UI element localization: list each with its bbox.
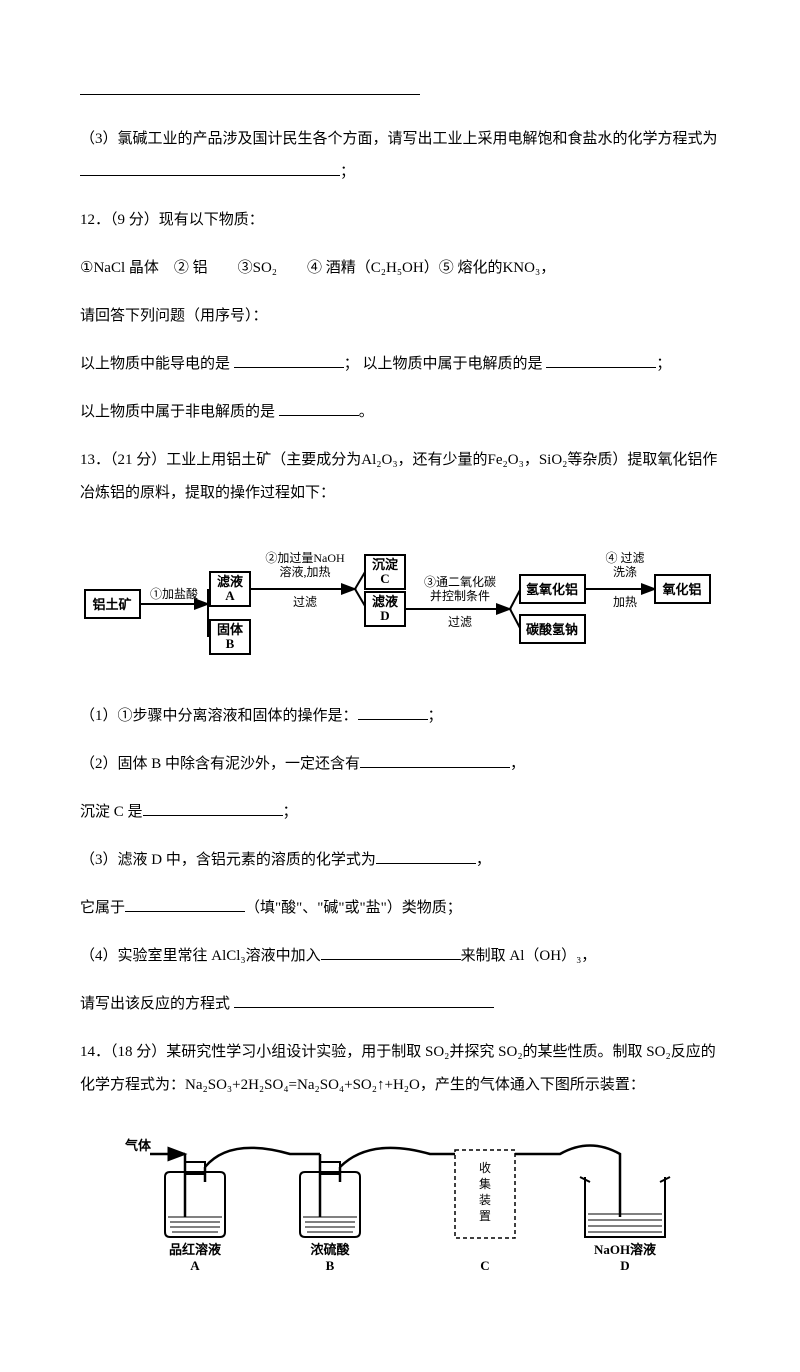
svg-text:C: C: [480, 1258, 489, 1273]
svg-text:浓硫酸: 浓硫酸: [310, 1242, 350, 1257]
q13-p3: （3）滤液 D 中，含铝元素的溶质的化学式为，: [80, 844, 720, 877]
svg-text:碳酸氢钠: 碳酸氢钠: [526, 622, 578, 637]
q13-head: 13．（21 分）工业上用铝土矿（主要成分为Al₂O₃，还有少量的Fe₂O₃，S…: [80, 444, 720, 510]
svg-text:A: A: [190, 1258, 200, 1273]
q13-p3b: 它属于（填"酸"、"碱"或"盐"）类物质；: [80, 892, 720, 925]
q12-a3: 以上物质中属于非电解质的是 。: [80, 396, 720, 429]
svg-text:铝土矿: 铝土矿: [92, 597, 131, 612]
svg-text:①加盐酸: ①加盐酸: [150, 586, 198, 601]
svg-text:NaOH溶液: NaOH溶液: [594, 1242, 656, 1257]
svg-text:洗涤: 洗涤: [613, 565, 637, 579]
svg-text:过滤: 过滤: [448, 615, 472, 629]
svg-text:②加过量NaOH: ②加过量NaOH: [265, 551, 345, 565]
q12-head: 12．（9 分）现有以下物质：: [80, 204, 720, 237]
svg-text:B: B: [226, 636, 235, 651]
q14-head: 14．（18 分）某研究性学习小组设计实验，用于制取 SO₂并探究 SO₂的某些…: [80, 1036, 720, 1102]
svg-text:氧化铝: 氧化铝: [661, 582, 701, 597]
svg-text:滤液: 滤液: [372, 594, 398, 609]
svg-text:加热: 加热: [613, 595, 637, 609]
svg-text:品红溶液: 品红溶液: [169, 1242, 221, 1257]
svg-text:过滤: 过滤: [293, 595, 317, 609]
svg-text:固体: 固体: [217, 622, 244, 637]
q13-p4b: 请写出该反应的方程式: [80, 988, 720, 1021]
svg-text:滤液: 滤液: [217, 574, 243, 589]
svg-text:并控制条件: 并控制条件: [430, 589, 490, 603]
svg-text:置: 置: [479, 1209, 491, 1223]
q13-p4: （4）实验室里常往 AlCl₃溶液中加入来制取 Al（OH）₃，: [80, 940, 720, 973]
svg-text:装: 装: [479, 1193, 491, 1207]
svg-text:C: C: [380, 571, 389, 586]
svg-text:B: B: [326, 1258, 335, 1273]
q13-p2b: 沉淀 C 是；: [80, 796, 720, 829]
q11-part3: （3）氯碱工业的产品涉及国计民生各个方面，请写出工业上采用电解饱和食盐水的化学方…: [80, 123, 720, 189]
svg-text:收: 收: [479, 1161, 491, 1175]
q12-a1: 以上物质中能导电的是 ； 以上物质中属于电解质的是 ；: [80, 348, 720, 381]
q13-p1: （1）①步骤中分离溶液和固体的操作是：；: [80, 700, 720, 733]
svg-text:④ 过滤: ④ 过滤: [605, 551, 644, 565]
svg-text:A: A: [225, 588, 235, 603]
svg-text:D: D: [620, 1258, 629, 1273]
svg-text:沉淀: 沉淀: [372, 557, 399, 572]
svg-text:溶液,加热: 溶液,加热: [279, 564, 330, 579]
apparatus-diagram: 气体 品红溶液 A 浓硫酸 B 收 集: [80, 1122, 720, 1292]
q12-items: ①NaCl 晶体 ② 铝 ③SO₂ ④ 酒精（C₂H₅OH）⑤ 熔化的KNO₃，: [80, 252, 720, 285]
flow-diagram: 铝土矿 ①加盐酸 滤液 A 固体 B ②加过量NaOH 溶液,加热 过滤 沉淀 …: [80, 530, 720, 680]
svg-text:③通二氧化碳: ③通二氧化碳: [424, 575, 496, 589]
svg-text:集: 集: [479, 1176, 491, 1191]
svg-text:气体: 气体: [125, 1138, 152, 1153]
q11-blank-line: [80, 75, 720, 108]
svg-text:氢氧化铝: 氢氧化铝: [526, 582, 578, 597]
svg-text:D: D: [380, 608, 389, 623]
q12-ask: 请回答下列问题（用序号）：: [80, 300, 720, 333]
q13-p2: （2）固体 B 中除含有泥沙外，一定还含有，: [80, 748, 720, 781]
